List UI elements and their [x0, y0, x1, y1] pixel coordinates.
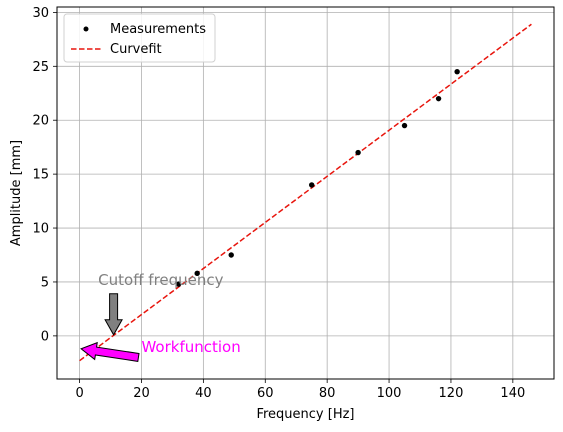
legend: Measurements Curvefit [63, 13, 216, 63]
measurement-point [228, 252, 234, 258]
legend-box [63, 13, 216, 63]
x-tick-label: 100 [377, 386, 402, 401]
x-tick-label: 140 [500, 386, 525, 401]
x-tick-label: 40 [195, 386, 212, 401]
y-tick-label: 5 [41, 275, 49, 290]
y-tick-label: 30 [32, 6, 49, 21]
x-tick-label: 120 [439, 386, 464, 401]
measurement-point [175, 281, 182, 287]
grid [57, 7, 554, 379]
x-tick-label: 20 [133, 386, 150, 401]
y-tick-label: 25 [32, 60, 49, 75]
measurement-point [355, 149, 361, 156]
workfunction-arrow [80, 341, 140, 362]
measurement-points [175, 68, 460, 287]
ticks: 0 20 40 60 80 100 120 140 0 5 10 15 20 25 30 [32, 6, 525, 401]
y-tick-label: 15 [32, 168, 49, 183]
cutoff-frequency-label: Cutoff frequency [98, 271, 223, 289]
legend-curvefit-label: Curvefit [110, 42, 162, 57]
workfunction-label: Workfunction [141, 338, 240, 356]
plot-frame [56, 6, 555, 380]
measurement-point [401, 122, 408, 129]
legend-measurements-label: Measurements [110, 22, 206, 37]
legend-measurements-marker [83, 26, 89, 32]
x-tick-label: 80 [319, 386, 336, 401]
curvefit-line [79, 23, 532, 362]
y-tick-label: 20 [32, 114, 49, 129]
y-tick-label: 0 [41, 329, 49, 344]
measurement-point [308, 182, 315, 188]
measurement-point [194, 270, 200, 277]
measurement-point [454, 68, 460, 75]
x-tick-label: 60 [257, 386, 274, 401]
cutoff-arrow [104, 293, 123, 336]
x-axis-label: Frequency [Hz] [256, 407, 354, 422]
annotations: Cutoff frequency Workfunction [80, 271, 241, 362]
x-tick-label: 0 [75, 386, 83, 401]
y-axis-label: Amplitude [mm] [9, 140, 24, 246]
curvefit-layer [79, 23, 532, 362]
measurement-point [435, 95, 442, 102]
y-tick-label: 10 [32, 222, 49, 237]
